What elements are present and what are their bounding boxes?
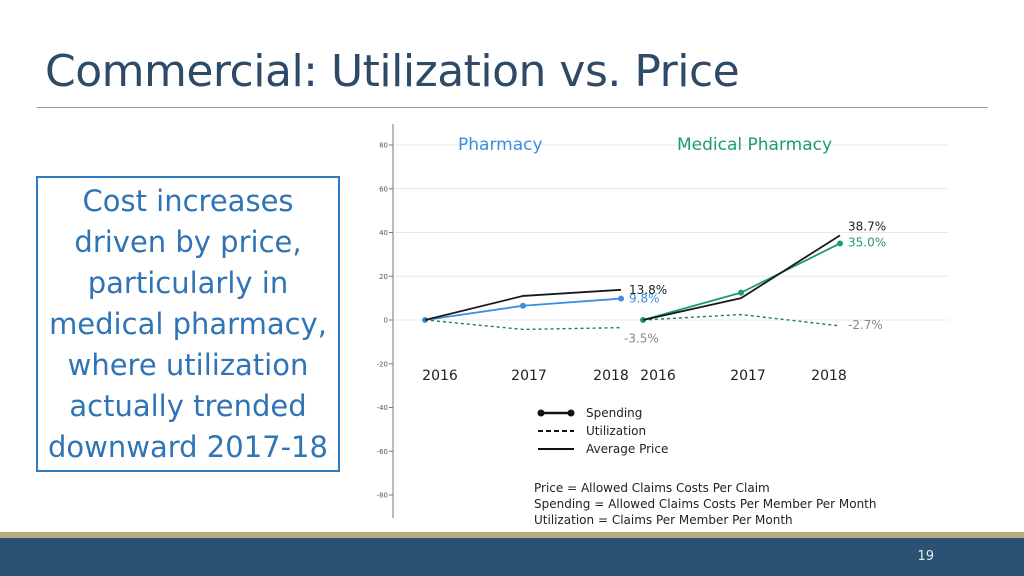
footer-bar: 19 (0, 538, 1024, 576)
panel-title: Pharmacy (458, 135, 543, 155)
end-value-label: -3.5% (624, 332, 659, 346)
legend-label: Spending (586, 406, 642, 420)
x-tick-label: 2018 (811, 368, 847, 384)
spending-point (738, 289, 744, 296)
panel-title: Medical Pharmacy (677, 135, 832, 155)
callout-text: Cost increases driven by price, particul… (48, 183, 328, 464)
end-value-label: 38.7% (848, 219, 886, 233)
y-tick-label: -60 (377, 448, 388, 456)
chart-note: Price = Allowed Claims Costs Per Claim (534, 481, 770, 495)
spending-point (618, 295, 624, 302)
series-line-utilization (424, 319, 622, 331)
y-tick-label: 40 (379, 229, 388, 237)
series-line-average-price (642, 234, 841, 321)
end-value-label: 13.8% (629, 283, 667, 297)
y-tick-label: 60 (379, 185, 388, 193)
spending-point (520, 302, 526, 309)
callout-box: Cost increases driven by price, particul… (36, 176, 340, 472)
y-tick-label: -80 (377, 492, 388, 500)
x-tick-label: 2017 (511, 368, 547, 384)
legend-point (567, 409, 575, 417)
y-tick-label: -40 (377, 404, 388, 412)
series-line-spending (424, 297, 622, 321)
x-tick-label: 2018 (593, 368, 629, 384)
end-value-label: 35.0% (848, 235, 886, 249)
title-divider (37, 107, 988, 108)
y-tick-label: -20 (377, 360, 388, 368)
y-tick-label: 0 (384, 317, 388, 325)
slide-title: Commercial: Utilization vs. Price (45, 46, 740, 97)
legend-point (537, 409, 545, 417)
end-value-label: 9.8% (629, 292, 660, 306)
series-line-utilization (642, 313, 841, 327)
page-number: 19 (917, 549, 934, 564)
series-line-average-price (424, 288, 622, 321)
legend-label: Utilization (586, 424, 646, 438)
footer-accent-bar (0, 532, 1024, 538)
legend-label: Average Price (586, 442, 668, 456)
chart-note: Utilization = Claims Per Member Per Mont… (534, 513, 793, 527)
x-tick-label: 2016 (422, 368, 458, 384)
x-tick-label: 2016 (640, 368, 676, 384)
end-value-label: -2.7% (848, 318, 883, 332)
x-tick-label: 2017 (730, 368, 766, 384)
chart-note: Spending = Allowed Claims Costs Per Memb… (534, 497, 877, 511)
spending-point (837, 240, 843, 247)
y-tick-label: 20 (379, 273, 388, 281)
y-tick-label: 80 (379, 142, 388, 150)
